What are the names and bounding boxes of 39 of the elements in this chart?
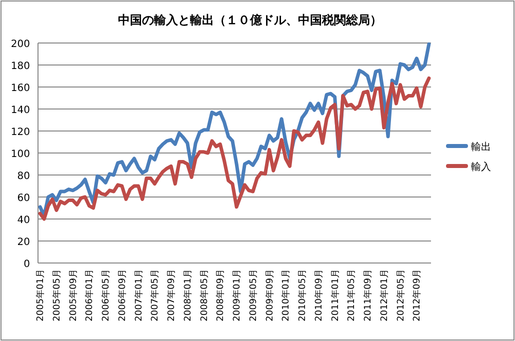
x-tick-label: 2011年05月: [346, 269, 358, 322]
x-tick-label: 2011年09月: [362, 269, 374, 322]
x-tick-label: 2012年01月: [378, 269, 390, 322]
y-tick-label: 180: [10, 61, 30, 72]
x-tick-label: 2007年09月: [166, 269, 178, 322]
line-series: [38, 76, 431, 221]
legend-label: 輸入: [471, 161, 491, 173]
x-tick-label: 2007年05月: [150, 269, 161, 322]
x-tick-label: 2008年05月: [198, 269, 210, 322]
x-tick-label: 2008年01月: [182, 269, 194, 322]
y-tick-label: 80: [17, 171, 30, 182]
x-tick-label: 2012年09月: [412, 269, 423, 322]
x-tick-label: 2009年01月: [232, 269, 243, 322]
x-tick-label: 2009年05月: [248, 269, 259, 322]
legend-label: 輸出: [471, 141, 491, 153]
x-tick-label: 2011年01月: [330, 269, 341, 322]
x-tick-label: 2007年01月: [133, 269, 144, 322]
x-tick-label: 2010年09月: [313, 269, 324, 322]
y-tick-label: 0: [24, 259, 30, 270]
x-tick-label: 2006年05月: [100, 269, 112, 322]
y-tick-label: 120: [10, 127, 30, 138]
x-tick-label: 2009年09月: [264, 269, 276, 322]
x-tick-label: 2010年01月: [280, 269, 292, 322]
x-tick-label: 2010年05月: [297, 269, 308, 322]
x-tick-label: 2008年09月: [215, 269, 226, 322]
y-tick-label: 20: [17, 237, 30, 248]
y-tick-label: 140: [10, 105, 30, 116]
y-tick-label: 160: [10, 83, 30, 94]
y-tick-label: 100: [10, 149, 30, 160]
x-tick-label: 2005年05月: [51, 269, 62, 322]
x-tick-label: 2005年01月: [35, 269, 46, 322]
x-tick-label: 2012年05月: [395, 269, 406, 322]
y-tick-label: 200: [10, 39, 30, 50]
y-tick-label: 40: [17, 215, 30, 226]
chart-title: 中国の輸入と輸出（１０億ドル、中国税関総局）: [118, 13, 382, 27]
y-tick-label: 60: [17, 193, 30, 204]
x-tick-label: 2006年01月: [84, 269, 96, 322]
x-tick-label: 2006年09月: [116, 269, 128, 322]
x-tick-label: 2005年09月: [68, 269, 79, 322]
